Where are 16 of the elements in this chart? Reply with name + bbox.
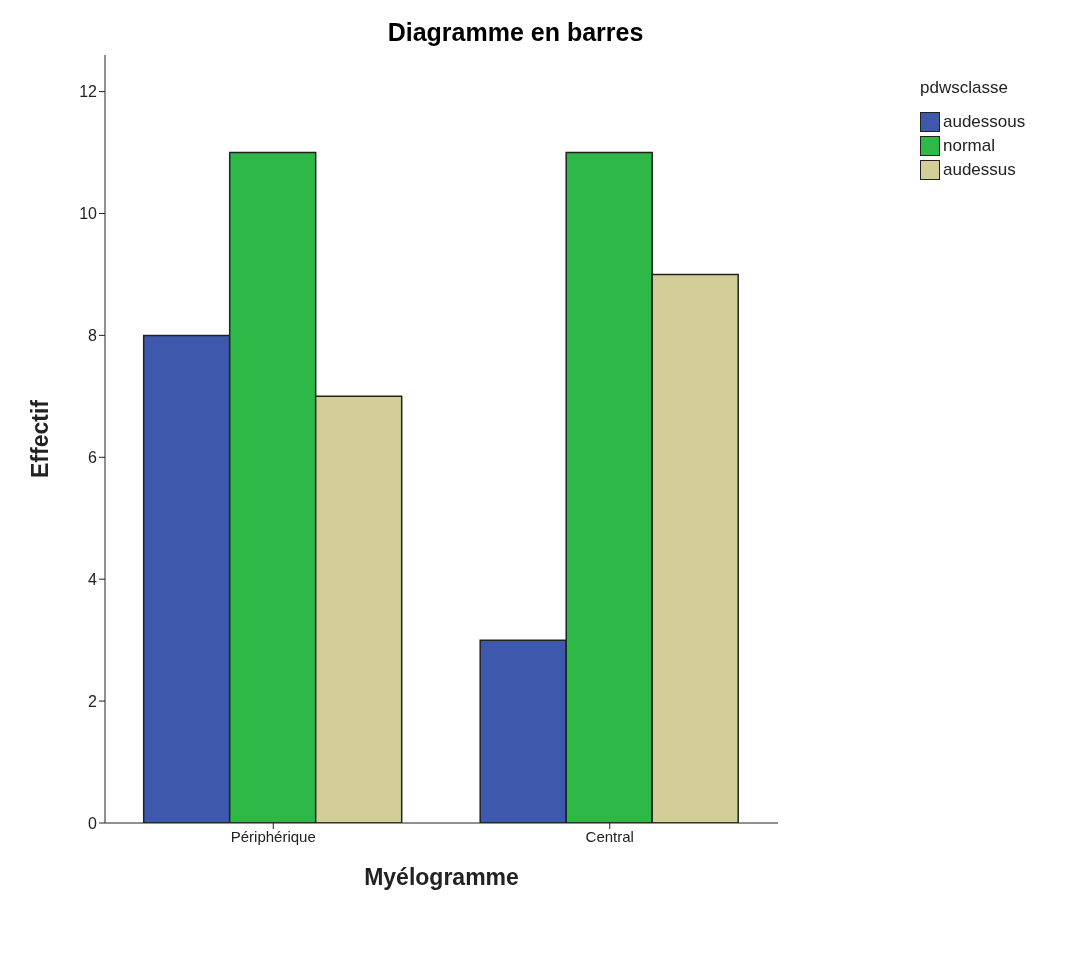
x-tick-label: Central: [585, 827, 634, 845]
legend-label: audessus: [943, 160, 1016, 180]
legend-label: normal: [943, 136, 995, 156]
y-tick-label: 12: [79, 83, 98, 101]
legend-label: audessous: [943, 112, 1026, 132]
y-tick-label: 10: [79, 205, 98, 223]
legend-title: pdwsclasse: [920, 78, 1009, 98]
y-tick-label: 8: [88, 327, 98, 345]
y-tick-label: 6: [88, 448, 98, 466]
chart-title: Diagramme en barres: [386, 18, 645, 47]
x-tick-label: Périphérique: [230, 827, 316, 845]
y-tick-label: 4: [88, 570, 98, 588]
y-tick-label: 0: [88, 814, 98, 832]
y-axis-title: Effectif: [27, 399, 54, 478]
x-axis-title: Myélogramme: [364, 864, 519, 890]
y-tick-label: 2: [88, 692, 98, 710]
